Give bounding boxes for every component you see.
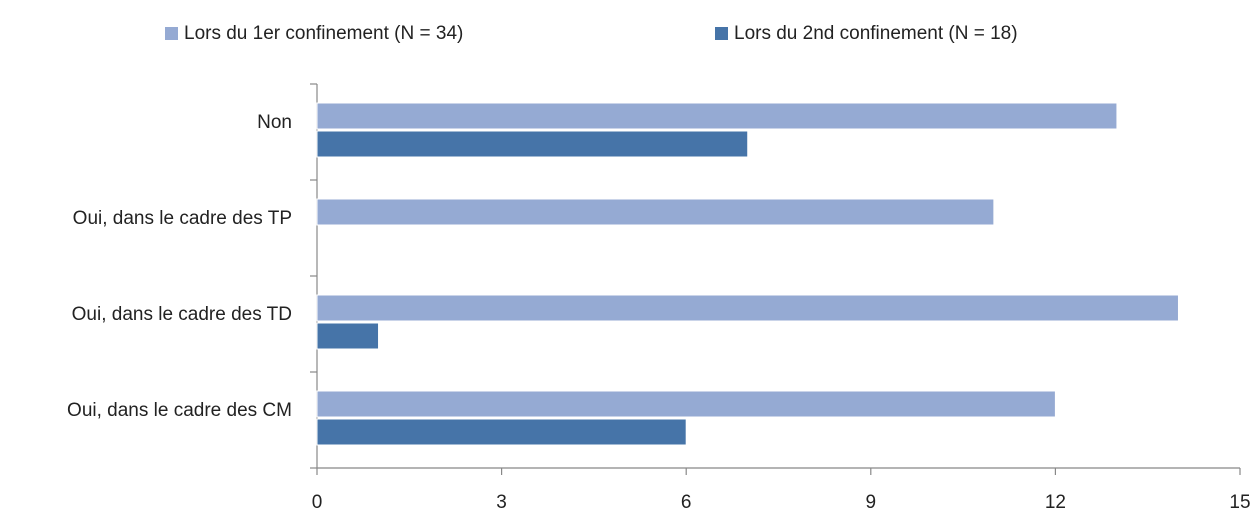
x-tick-label: 15 [1229, 492, 1250, 513]
legend-swatch [165, 27, 178, 40]
bar [316, 418, 687, 446]
y-tick-label: Oui, dans le cadre des CM [67, 400, 292, 421]
bar [316, 294, 1179, 322]
x-tick-label: 0 [312, 492, 323, 513]
y-tick-label: Oui, dans le cadre des TP [73, 208, 292, 229]
x-tick-label: 6 [681, 492, 692, 513]
legend-label: Lors du 2nd confinement (N = 18) [734, 23, 1018, 44]
bar [316, 198, 995, 226]
legend-label: Lors du 1er confinement (N = 34) [184, 23, 463, 44]
bar [316, 102, 1118, 130]
y-tick-label: Non [257, 112, 292, 133]
x-tick-label: 3 [496, 492, 507, 513]
bar [316, 390, 1056, 418]
bar [316, 130, 749, 158]
x-tick-label: 12 [1045, 492, 1066, 513]
legend-swatch [715, 27, 728, 40]
x-tick-label: 9 [866, 492, 877, 513]
y-tick-label: Oui, dans le cadre des TD [72, 304, 292, 325]
bar [316, 322, 380, 350]
